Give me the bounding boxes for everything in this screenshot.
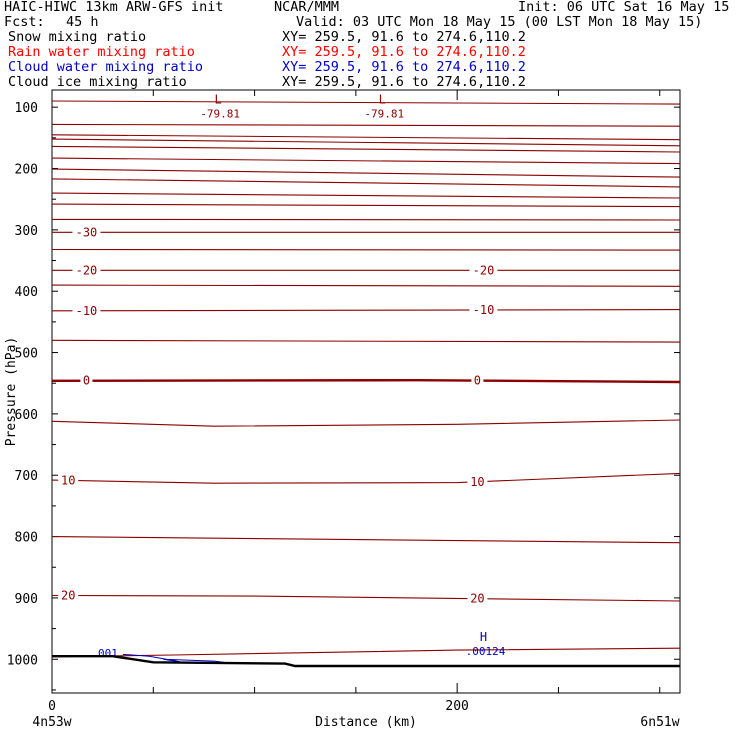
plot-frame bbox=[51, 89, 681, 694]
isotherm-line bbox=[51, 472, 681, 484]
isotherm-line bbox=[51, 379, 681, 384]
isotherm-label: -20 bbox=[473, 263, 495, 277]
isotherm-line bbox=[51, 138, 681, 147]
header-fcst-label: Fcst: bbox=[4, 14, 45, 30]
x-endpoint-right: 6n51w bbox=[640, 715, 679, 730]
isotherm-line bbox=[51, 339, 681, 343]
field-cloudwater-xy: XY= 259.5, 91.6 to 274.6,110.2 bbox=[282, 59, 526, 75]
isotherm-line bbox=[51, 419, 681, 427]
isotherm-line bbox=[51, 134, 681, 141]
isotherm-label: 10 bbox=[61, 473, 75, 487]
field-cloudice-name: Cloud ice mixing ratio bbox=[8, 74, 187, 90]
terrain-line bbox=[52, 655, 680, 668]
y-tick-label: 500 bbox=[15, 347, 38, 362]
x-axis-title: Distance (km) bbox=[315, 715, 417, 730]
x-endpoint-left: 4n53w bbox=[32, 715, 71, 730]
isotherm-label: 0 bbox=[83, 374, 90, 388]
isotherm-label-bg bbox=[58, 474, 79, 487]
isotherm-label-bg bbox=[471, 374, 484, 387]
y-tick-label: 100 bbox=[15, 101, 38, 116]
isotherm-label-bg bbox=[469, 264, 498, 277]
x-tick-label: 200 bbox=[445, 699, 468, 714]
isotherm-line bbox=[51, 100, 681, 105]
isotherm-label-bg bbox=[467, 592, 488, 605]
isotherm-line bbox=[51, 123, 681, 127]
isotherm-label: -10 bbox=[76, 304, 98, 318]
isotherm-line bbox=[51, 309, 681, 312]
isotherm-label-bg bbox=[72, 264, 101, 277]
y-tick-label: 700 bbox=[15, 469, 38, 484]
isotherm-label: 10 bbox=[470, 475, 484, 489]
extremum-value: -79.81 bbox=[364, 108, 404, 121]
x-tick-label: 0 bbox=[48, 699, 56, 714]
isotherm-label-bg bbox=[72, 226, 101, 239]
isotherm-label-bg bbox=[72, 304, 101, 317]
field-rain-xy: XY= 259.5, 91.6 to 274.6,110.2 bbox=[282, 44, 526, 60]
header-init: Init: 06 UTC Sat 16 May 15 bbox=[518, 0, 730, 15]
isotherm-line bbox=[51, 157, 681, 165]
field-cloudice-xy: XY= 259.5, 91.6 to 274.6,110.2 bbox=[282, 74, 526, 90]
extremum-marker: L bbox=[214, 93, 221, 107]
isotherm-label: -20 bbox=[76, 263, 98, 277]
header-org: NCAR/MMM bbox=[274, 0, 340, 15]
header-valid: Valid: 03 UTC Mon 18 May 15 (00 LST Mon … bbox=[296, 14, 703, 30]
isotherm-label-bg bbox=[58, 589, 79, 602]
extremum-value: -79.81 bbox=[200, 108, 240, 121]
isotherm-label: -10 bbox=[473, 303, 495, 317]
y-tick-label: 200 bbox=[15, 163, 38, 178]
isotherm-label: -30 bbox=[76, 225, 98, 239]
y-tick-label: 800 bbox=[15, 531, 38, 546]
isotherm-label: 20 bbox=[470, 592, 484, 606]
field-snow-xy: XY= 259.5, 91.6 to 274.6,110.2 bbox=[282, 29, 526, 45]
isotherm-line bbox=[51, 145, 681, 153]
header-fcst-value: 45 h bbox=[66, 14, 99, 30]
isotherm-line bbox=[51, 218, 681, 221]
field-rain-name: Rain water mixing ratio bbox=[8, 44, 195, 60]
isotherm-line bbox=[51, 192, 681, 199]
isotherm-line bbox=[51, 594, 681, 602]
isotherm-line bbox=[51, 248, 681, 251]
isotherm-line bbox=[51, 284, 681, 287]
field-cloudwater-name: Cloud water mixing ratio bbox=[8, 59, 204, 75]
isotherm-label-bg bbox=[80, 374, 93, 387]
field-snow-name: Snow mixing ratio bbox=[8, 29, 147, 45]
extremum-marker: H bbox=[480, 630, 487, 644]
y-tick-label: 1000 bbox=[7, 653, 38, 668]
isotherm-line bbox=[51, 536, 681, 544]
extremum-value: .00124 bbox=[466, 645, 506, 658]
y-tick-label: 300 bbox=[15, 224, 38, 239]
y-tick-label: 400 bbox=[15, 285, 38, 300]
isotherm-line bbox=[51, 168, 681, 178]
isotherm-label-bg bbox=[469, 304, 498, 317]
isotherm-label: 0 bbox=[474, 374, 481, 388]
cloud-water-label: .001 bbox=[91, 647, 118, 660]
extremum-marker: L bbox=[379, 93, 386, 107]
y-axis-title: Pressure (hPa) bbox=[4, 337, 19, 447]
isotherm-line bbox=[51, 203, 681, 208]
y-tick-label: 600 bbox=[15, 408, 38, 423]
isotherm-label-bg bbox=[467, 475, 488, 488]
isotherm-line bbox=[51, 178, 681, 188]
header-title: HAIC-HIWC 13km ARW-GFS init bbox=[4, 0, 224, 15]
y-tick-label: 900 bbox=[15, 592, 38, 607]
isotherm-label: 20 bbox=[61, 589, 75, 603]
